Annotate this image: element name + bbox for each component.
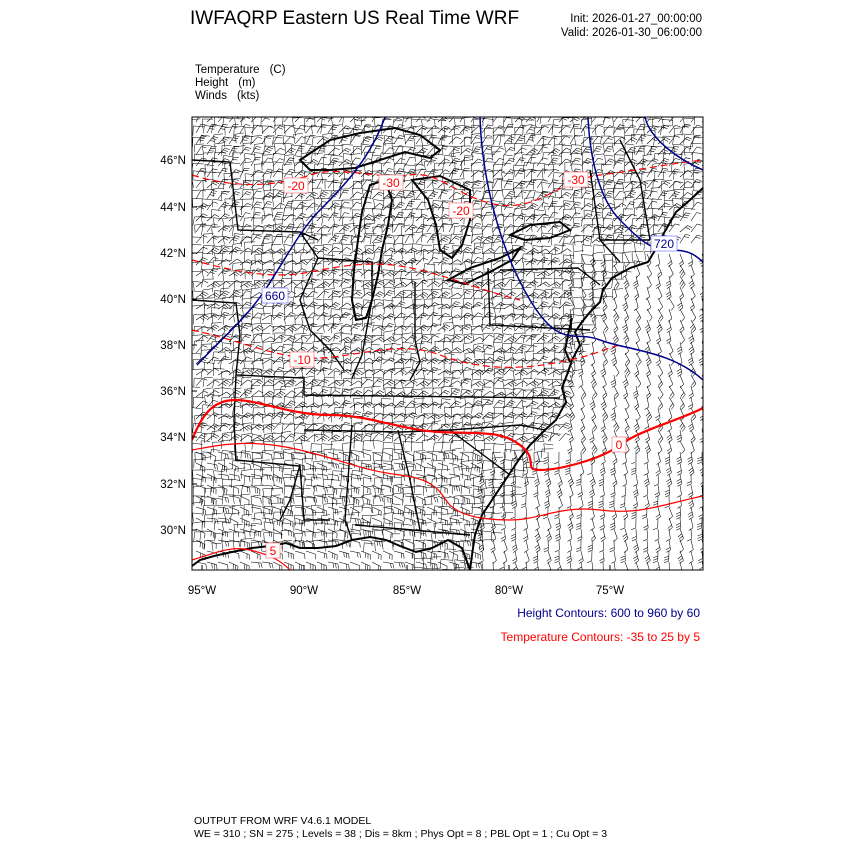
lon-tick-label: 80°W [495, 585, 523, 597]
state-border [279, 464, 301, 521]
height-contour [479, 117, 703, 381]
label-text: -10 [293, 353, 311, 367]
field-winds: Winds (kts) [195, 90, 259, 102]
state-border [354, 524, 471, 536]
label-text: -30 [567, 173, 585, 187]
height-label: 720 [650, 235, 678, 252]
field-name: Temperature [195, 64, 260, 76]
temperature-contour [192, 442, 703, 521]
temperature-contour [192, 548, 291, 570]
lake-superior [298, 126, 442, 171]
state-border [317, 257, 373, 300]
wind-barbs [195, 117, 703, 570]
state-border [619, 139, 651, 241]
field-unit: (kts) [236, 90, 260, 102]
height-label: 660 [261, 287, 289, 304]
lat-tick-label: 46°N [160, 155, 186, 167]
field-unit: (C) [269, 64, 286, 76]
height-contours [196, 117, 703, 381]
field-unit: (m) [238, 77, 256, 89]
chesapeake-bay [563, 317, 573, 363]
temperature-label: -30 [563, 171, 589, 188]
temperature-label: -20 [283, 177, 309, 194]
map-frame [191, 116, 704, 571]
state-border [449, 429, 511, 476]
lake-michigan [350, 178, 394, 322]
lat-tick-label: 30°N [160, 525, 186, 537]
label-text: 720 [654, 237, 674, 251]
lat-tick-label: 40°N [160, 294, 186, 306]
lon-tick-label: 95°W [188, 585, 216, 597]
init-time: Init: 2026-01-27_00:00:00 [570, 13, 702, 25]
field-name: Winds [195, 90, 227, 102]
lon-tick-label: 85°W [393, 585, 421, 597]
lat-tick-label: 36°N [160, 386, 186, 398]
model-info: OUTPUT FROM WRF V4.6.1 MODEL [194, 815, 372, 827]
state-border [409, 282, 421, 381]
lake-ontario [507, 220, 572, 242]
height-contour [587, 117, 703, 263]
temperature-label: 0 [611, 436, 627, 453]
valid-time: Valid: 2026-01-30_06:00:00 [560, 27, 702, 39]
label-text: 5 [270, 544, 277, 558]
temperature-contour [192, 329, 621, 368]
gulf-coast [192, 535, 471, 570]
label-text: 660 [265, 289, 285, 303]
lon-tick-label: 90°W [290, 585, 318, 597]
field-height: Height (m) [195, 77, 256, 89]
temperature-contour-legend: Temperature Contours: -35 to 25 by 5 [500, 630, 700, 644]
state-border [192, 159, 319, 241]
height-contour [196, 117, 386, 366]
lake-erie [445, 245, 523, 286]
lat-tick-label: 34°N [160, 432, 186, 444]
state-border [499, 267, 601, 286]
model-config: WE = 310 ; SN = 275 ; Levels = 38 ; Dis … [194, 828, 608, 840]
height-contour [644, 117, 703, 171]
temperature-contour [192, 259, 521, 301]
lat-tick-label: 38°N [160, 340, 186, 352]
state-border [487, 267, 591, 331]
plot-title: IWFAQRP Eastern US Real Time WRF [190, 8, 520, 29]
label-text: 0 [616, 438, 623, 452]
temperature-label: 5 [265, 542, 281, 559]
contour-labels: -20 -30 -20 -30 -10 0 5 660 720 [261, 171, 678, 559]
lat-tick-label: 32°N [160, 479, 186, 491]
state-border [344, 424, 353, 541]
temperature-label: -30 [378, 174, 404, 191]
label-text: -30 [382, 176, 400, 190]
county-lines [192, 117, 703, 570]
height-contour-legend: Height Contours: 600 to 960 by 60 [517, 606, 700, 620]
lat-tick-label: 44°N [160, 202, 186, 214]
temperature-contours [192, 159, 703, 570]
temperature-label: -20 [448, 202, 474, 219]
wind-barb [195, 117, 703, 570]
label-text: -20 [287, 179, 305, 193]
lake-huron [410, 174, 471, 260]
state-border [397, 429, 421, 531]
axis-ticks: 95°W 90°W 85°W 80°W 75°W 46°N 44°N 42°N 40°N 38°N… [160, 155, 624, 597]
state-border [233, 374, 330, 521]
state-border [351, 299, 373, 379]
field-temperature: Temperature (C) [195, 64, 286, 76]
county-boundaries [192, 117, 703, 570]
state-border [299, 231, 345, 371]
label-text: -20 [452, 204, 470, 218]
temperature-label: -10 [289, 351, 315, 368]
field-name: Height [195, 77, 229, 89]
lat-tick-label: 42°N [160, 248, 186, 260]
lon-tick-label: 75°W [596, 585, 624, 597]
